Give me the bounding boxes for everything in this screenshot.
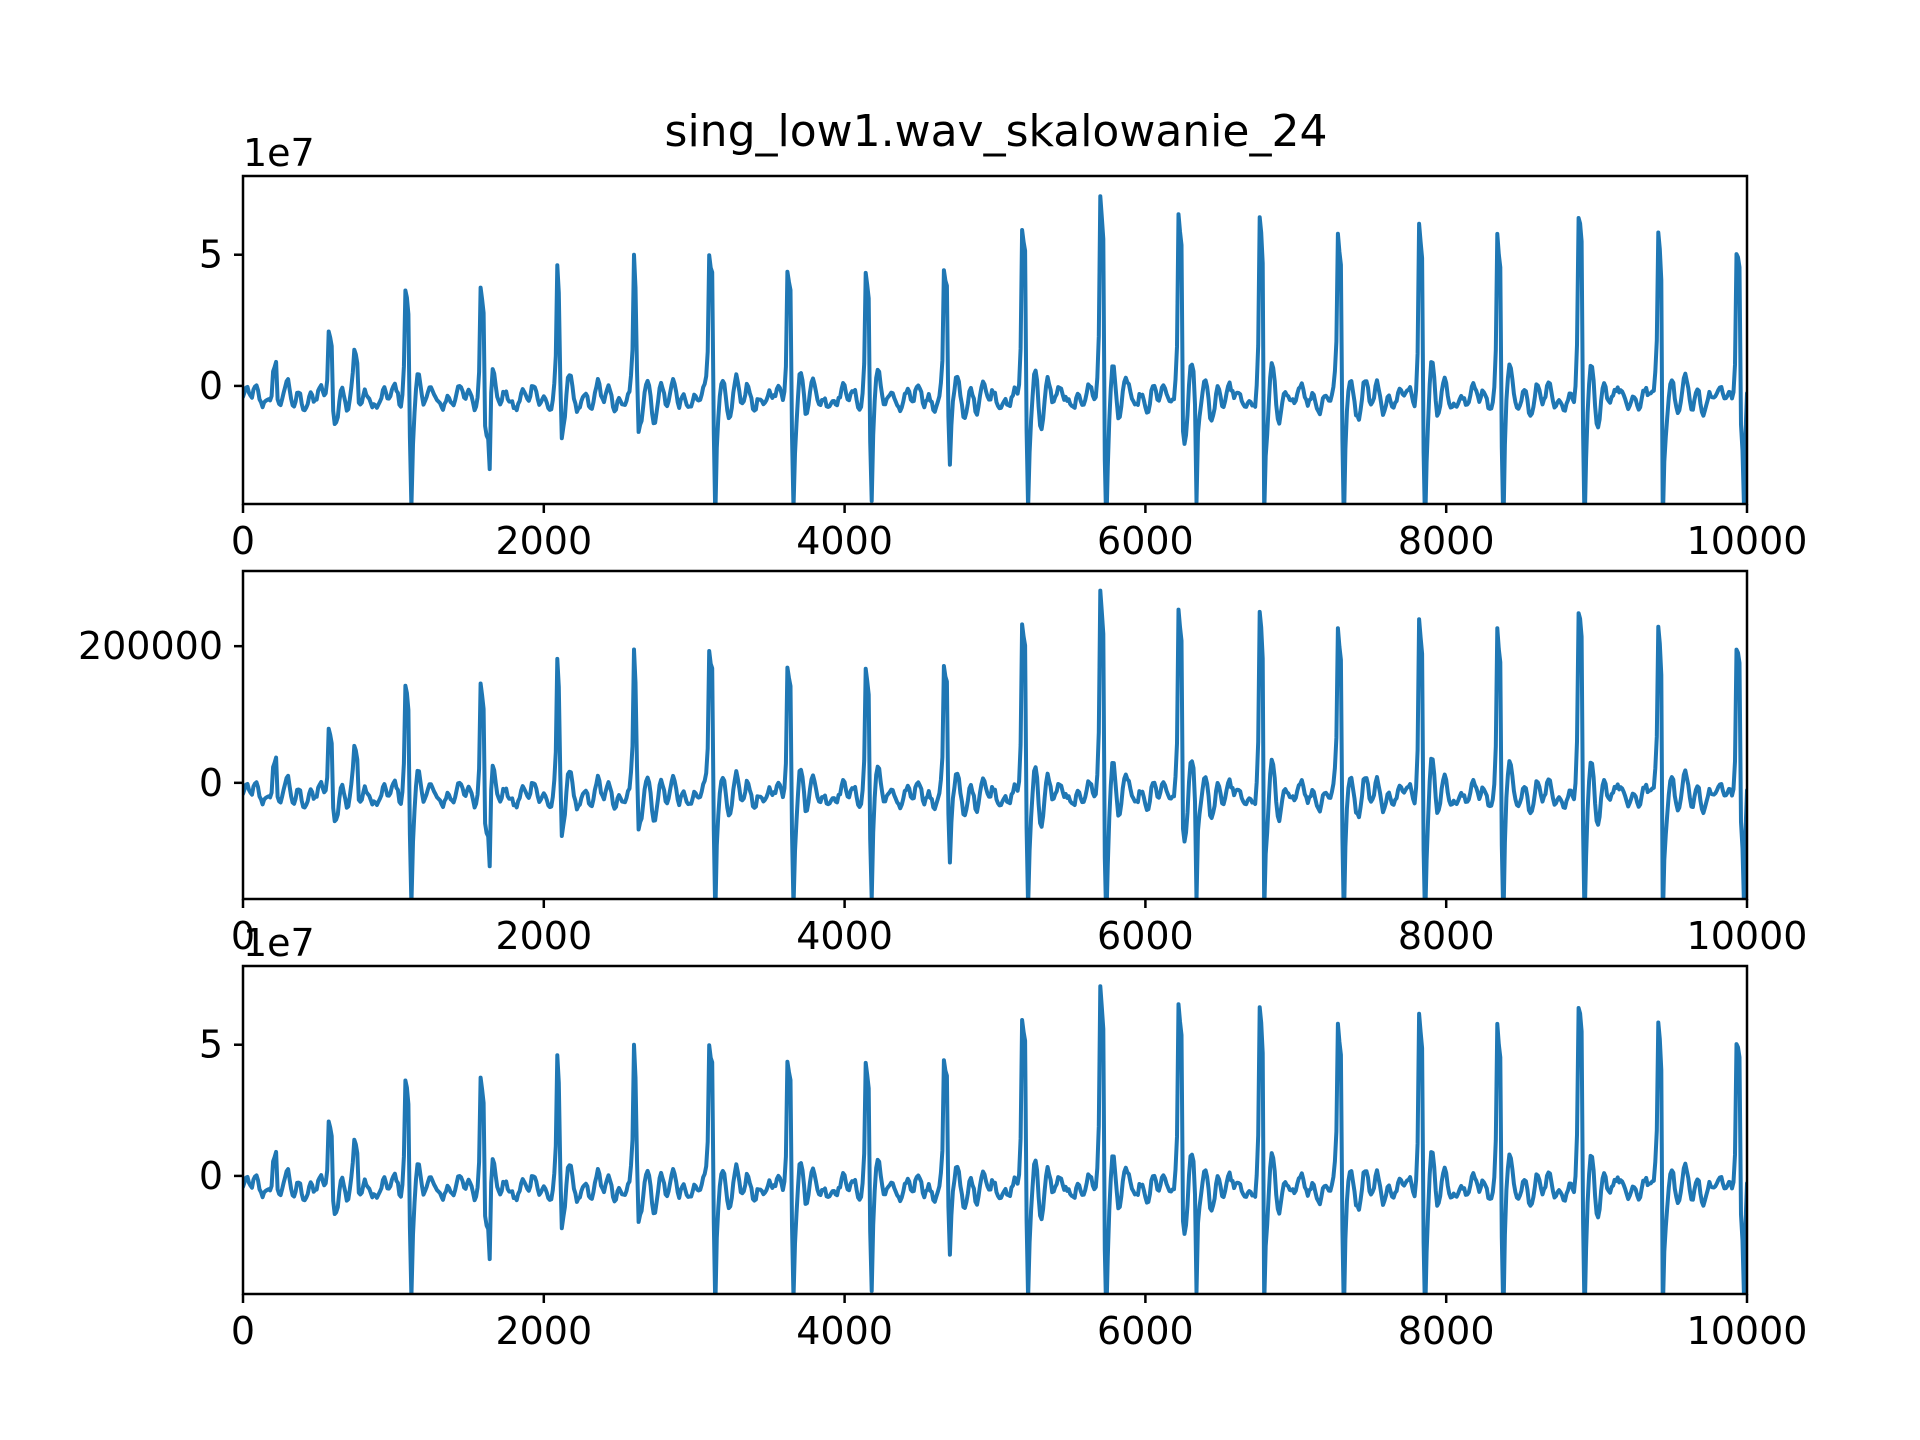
x-tick-label: 10000 [1687,1309,1808,1353]
y-tick-label: 0 [199,1154,223,1198]
x-tick-label: 10000 [1687,914,1808,958]
x-tick-label: 8000 [1398,519,1495,563]
waveform-line [243,984,1747,1294]
y-tick-label: 0 [199,364,223,408]
x-tick-label: 0 [231,519,255,563]
x-tick-label: 2000 [495,1309,592,1353]
x-tick-label: 6000 [1097,914,1194,958]
x-tick-label: 0 [231,1309,255,1353]
subplot-1: 0 2000 4000 6000 8000 10000 0 5 1e7 [199,131,1808,563]
y-tick-label: 0 [199,761,223,805]
x-tick-label: 4000 [796,914,893,958]
x-tick-label: 2000 [495,519,592,563]
x-tick-label: 8000 [1398,914,1495,958]
x-tick-label: 8000 [1398,1309,1495,1353]
y-offset-label: 1e7 [243,131,315,175]
axes-frame [241,174,1749,506]
y-tick-label: 200000 [78,624,223,668]
axes-frame [241,569,1749,901]
axes-frame [241,964,1749,1296]
subplot-3: 0 2000 4000 6000 8000 10000 0 5 1e7 [199,921,1808,1353]
y-tick-label: 5 [199,233,223,277]
waveform-line [243,588,1747,899]
x-tick-label: 4000 [796,1309,893,1353]
x-tick-label: 6000 [1097,519,1194,563]
x-tick-label: 2000 [495,914,592,958]
x-tick-label: 10000 [1687,519,1808,563]
chart-title: sing_low1.wav_skalowanie_24 [665,106,1328,157]
x-tick-label: 6000 [1097,1309,1194,1353]
waveform-line [243,194,1747,504]
y-offset-label: 1e7 [243,921,315,965]
x-tick-label: 4000 [796,519,893,563]
subplot-2: 0 2000 4000 6000 8000 10000 0 200000 [78,569,1808,958]
x-tick-label: 0 [231,914,255,958]
y-tick-label: 5 [199,1023,223,1067]
